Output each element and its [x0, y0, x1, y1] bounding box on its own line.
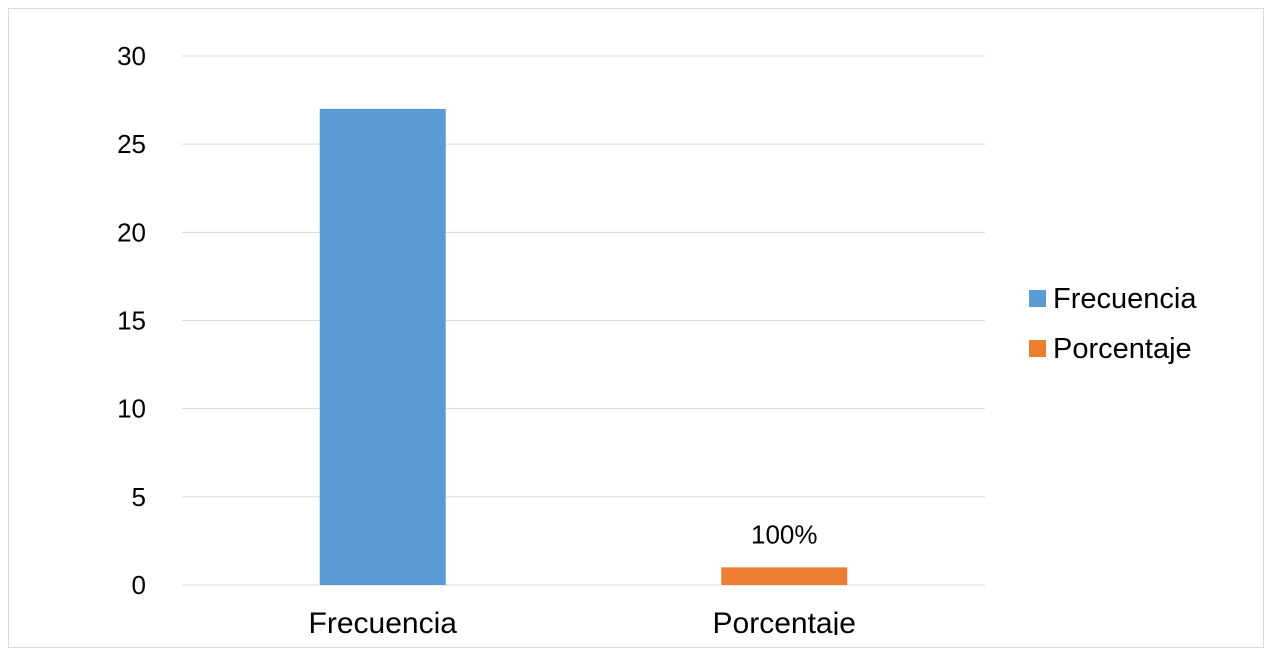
- y-tick-label: 10: [117, 394, 146, 424]
- legend-swatch: [1029, 340, 1046, 357]
- x-category-label: Frecuencia: [309, 607, 458, 635]
- legend-swatch: [1029, 290, 1046, 307]
- bar-porcentaje: [721, 567, 848, 585]
- bars: [319, 108, 848, 586]
- y-tick-label: 0: [132, 570, 146, 600]
- legend-item: Frecuencia: [1029, 283, 1197, 315]
- x-axis-categories: Frecuencia Porcentaje: [309, 607, 856, 635]
- y-tick-label: 5: [132, 482, 146, 512]
- chart-frame: [8, 8, 1264, 648]
- data-label: 100%: [751, 519, 818, 549]
- y-tick-label: 15: [117, 306, 146, 336]
- x-category-label: Porcentaje: [713, 607, 856, 635]
- bar-chart: 0 5 10 15 20 25 30 100% Frecuencia Porcentaje F…: [117, 41, 1197, 635]
- y-tick-label: 20: [117, 217, 146, 247]
- y-axis-ticks: 0 5 10 15 20 25 30: [117, 41, 146, 600]
- bar-frecuencia: [319, 108, 446, 586]
- y-tick-label: 30: [117, 41, 146, 71]
- gridlines: [182, 55, 985, 586]
- legend: Frecuencia Porcentaje: [1029, 283, 1197, 365]
- y-tick-label: 25: [117, 129, 146, 159]
- data-labels: 100%: [751, 519, 818, 549]
- legend-label: Frecuencia: [1053, 283, 1197, 315]
- legend-label: Porcentaje: [1053, 333, 1192, 365]
- legend-item: Porcentaje: [1029, 333, 1192, 365]
